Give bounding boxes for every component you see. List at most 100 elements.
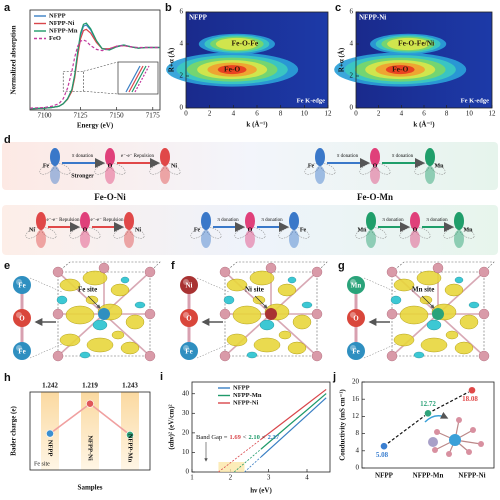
orbital-outline bbox=[129, 227, 145, 239]
x-tick-label: 4 bbox=[400, 110, 404, 118]
value-label: 18.08 bbox=[462, 395, 478, 403]
site-atom bbox=[432, 308, 444, 320]
x-tick-label: 1 bbox=[190, 474, 194, 482]
isosurface bbox=[468, 301, 480, 309]
atom bbox=[144, 350, 156, 362]
orbital-outline bbox=[294, 227, 310, 239]
orbital-lobe bbox=[105, 148, 115, 166]
isosurface bbox=[120, 276, 130, 284]
panel-label: f bbox=[171, 260, 175, 272]
x-tick-label: 8 bbox=[279, 110, 283, 118]
panel-label: b bbox=[165, 2, 172, 14]
bond bbox=[437, 313, 485, 357]
atom bbox=[386, 308, 398, 320]
atom bbox=[478, 308, 490, 320]
site-arrow bbox=[87, 295, 101, 309]
value-label: 1.243 bbox=[122, 382, 138, 390]
y-axis-label: Conductivity (mS cm⁻¹) bbox=[339, 389, 347, 461]
inset bbox=[117, 61, 159, 95]
annotation-text: Band Gap = bbox=[196, 434, 228, 441]
link-label: π donation bbox=[382, 218, 404, 223]
inset-trace bbox=[131, 65, 147, 93]
orbital-outline bbox=[371, 227, 387, 239]
y-tick-label: 0 bbox=[186, 468, 190, 476]
orbital-lobe bbox=[105, 166, 115, 184]
isosurface bbox=[287, 276, 297, 284]
value-label: 5.08 bbox=[376, 451, 389, 459]
x-tick-label: 6 bbox=[422, 110, 426, 118]
y-tick-label: 12 bbox=[352, 412, 360, 420]
atom bbox=[265, 262, 277, 274]
orbital-lobe bbox=[50, 148, 60, 166]
atom bbox=[466, 449, 472, 455]
isosurface bbox=[92, 319, 108, 331]
atom-label: Fe bbox=[185, 348, 192, 356]
y-tick-label: 0 bbox=[356, 464, 360, 472]
link-label: e⁻-e⁻ Repulsion bbox=[47, 218, 80, 223]
isosurface bbox=[79, 351, 91, 359]
isosurface bbox=[226, 278, 248, 292]
panel-label: a bbox=[4, 2, 11, 14]
orbital-lobe bbox=[410, 230, 420, 248]
plot-frame bbox=[361, 381, 495, 469]
inset-trace bbox=[125, 65, 141, 93]
orbital-outline bbox=[375, 163, 391, 175]
isosurface bbox=[86, 337, 114, 353]
y-tick-label: 4 bbox=[350, 40, 354, 48]
legend-label: NFPP-Mn bbox=[233, 392, 262, 399]
atom-label: Fe bbox=[43, 163, 50, 169]
isosurface bbox=[426, 319, 442, 331]
annotation-separator: < bbox=[262, 434, 266, 441]
panel-label: g bbox=[338, 260, 345, 272]
atom-sphere bbox=[13, 309, 31, 327]
orbital-outline bbox=[320, 163, 336, 175]
atom bbox=[432, 447, 438, 453]
series-line bbox=[260, 393, 327, 450]
isosurface bbox=[253, 337, 281, 353]
atom-sphere bbox=[347, 342, 365, 360]
orbital-lobe bbox=[245, 212, 255, 230]
panel-label: i bbox=[160, 371, 163, 383]
orbital-lobe bbox=[454, 212, 464, 230]
x-axis-label: k (Å⁻¹) bbox=[413, 121, 435, 129]
isosurface bbox=[413, 351, 425, 359]
isosurface bbox=[59, 333, 81, 347]
point bbox=[86, 399, 94, 408]
link-label: π donation bbox=[392, 154, 414, 159]
y-tick-label: 20 bbox=[352, 378, 360, 386]
value-label: 1.219 bbox=[82, 382, 98, 390]
orbital-lobe bbox=[425, 148, 435, 166]
orbital-lobe bbox=[425, 166, 435, 184]
value-label: 1.242 bbox=[42, 382, 58, 390]
edge-label: Fe K-edge bbox=[297, 97, 325, 104]
x-tick-label: NFPP bbox=[375, 472, 394, 480]
isosurface bbox=[420, 337, 448, 353]
atom bbox=[478, 350, 490, 362]
bond bbox=[103, 313, 151, 357]
x-tick-label: NFPP-Mn bbox=[413, 472, 444, 480]
peak bbox=[385, 65, 415, 75]
isosurface bbox=[59, 278, 81, 292]
orbital-lobe bbox=[124, 212, 134, 230]
atom-highlight bbox=[16, 279, 22, 285]
orbital-lobe bbox=[160, 166, 170, 184]
inset-trace bbox=[128, 65, 144, 93]
isosurface bbox=[301, 301, 313, 309]
x-axis-label: Samples bbox=[78, 484, 103, 492]
orbital-outline bbox=[110, 163, 126, 175]
legend-label: NFPP bbox=[49, 12, 66, 19]
panel-label: h bbox=[4, 372, 11, 384]
atom-sphere bbox=[347, 309, 365, 327]
x-tick-label: 7175 bbox=[146, 112, 161, 120]
band-top bbox=[2, 142, 498, 190]
atom bbox=[311, 350, 323, 362]
atom-highlight bbox=[16, 345, 22, 351]
x-axis-label: k (Å⁻¹) bbox=[246, 121, 268, 129]
legend-label: FeO bbox=[49, 35, 61, 42]
y-tick-label: 30 bbox=[182, 409, 190, 417]
site-label: Fe site bbox=[34, 461, 50, 467]
orbital-lobe bbox=[315, 166, 325, 184]
annotation: Band Gap = 1.69 <2.10 <2.37 bbox=[196, 434, 280, 441]
